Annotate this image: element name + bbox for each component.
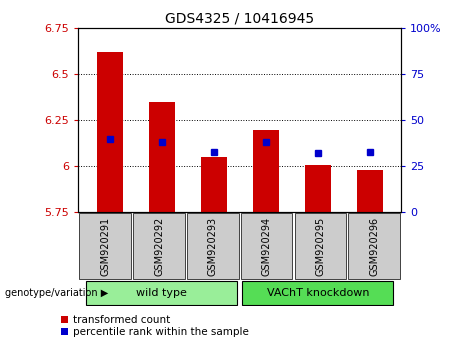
FancyBboxPatch shape (349, 213, 400, 279)
Text: VAChT knockdown: VAChT knockdown (266, 288, 369, 298)
Bar (357, 170, 383, 212)
Text: genotype/variation ▶: genotype/variation ▶ (5, 288, 108, 298)
Text: GSM920295: GSM920295 (315, 216, 325, 276)
Bar (148, 102, 175, 212)
FancyBboxPatch shape (133, 213, 185, 279)
FancyBboxPatch shape (295, 213, 346, 279)
FancyBboxPatch shape (86, 281, 237, 305)
Text: GSM920291: GSM920291 (100, 216, 110, 276)
Bar (305, 165, 331, 212)
FancyBboxPatch shape (79, 213, 131, 279)
Bar (97, 52, 123, 212)
Title: GDS4325 / 10416945: GDS4325 / 10416945 (165, 12, 314, 26)
FancyBboxPatch shape (241, 213, 292, 279)
Text: GSM920294: GSM920294 (261, 216, 272, 276)
FancyBboxPatch shape (187, 213, 239, 279)
Bar (253, 130, 279, 212)
Text: GSM920293: GSM920293 (208, 216, 218, 276)
Text: GSM920296: GSM920296 (369, 216, 379, 276)
Text: GSM920292: GSM920292 (154, 216, 164, 276)
Legend: transformed count, percentile rank within the sample: transformed count, percentile rank withi… (60, 315, 249, 337)
FancyBboxPatch shape (242, 281, 393, 305)
Bar (201, 157, 227, 212)
Text: wild type: wild type (136, 288, 187, 298)
